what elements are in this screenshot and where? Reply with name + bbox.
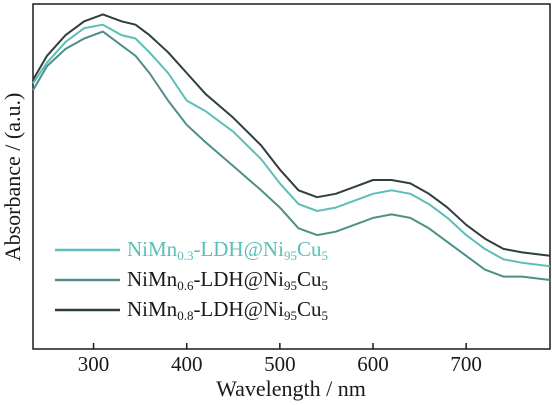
legend: NiMn0.3-LDH@Ni95Cu5 NiMn0.6-LDH@Ni95Cu5 Ni… bbox=[55, 237, 328, 323]
legend-label-3: NiMn0.8-LDH@Ni95Cu5 bbox=[127, 297, 328, 323]
series-layer bbox=[32, 13, 551, 281]
series-line-1 bbox=[32, 23, 551, 268]
legend-label-2: NiMn0.6-LDH@Ni95Cu5 bbox=[127, 267, 328, 293]
x-tick-label: 700 bbox=[450, 352, 482, 376]
x-tick-label: 300 bbox=[78, 352, 110, 376]
x-tick-label: 400 bbox=[171, 352, 203, 376]
legend-label-1: NiMn0.3-LDH@Ni95Cu5 bbox=[127, 237, 328, 263]
series-line-2 bbox=[32, 30, 551, 281]
x-axis-label: Wavelength / nm bbox=[216, 376, 366, 401]
y-axis-label: Absorbance / (a.u.) bbox=[0, 93, 25, 262]
x-ticks: 300 400 500 600 700 bbox=[78, 343, 482, 376]
plot-frame bbox=[32, 3, 551, 350]
x-tick-label: 500 bbox=[264, 352, 296, 376]
x-tick-label: 600 bbox=[357, 352, 389, 376]
series-line-3 bbox=[32, 13, 551, 257]
